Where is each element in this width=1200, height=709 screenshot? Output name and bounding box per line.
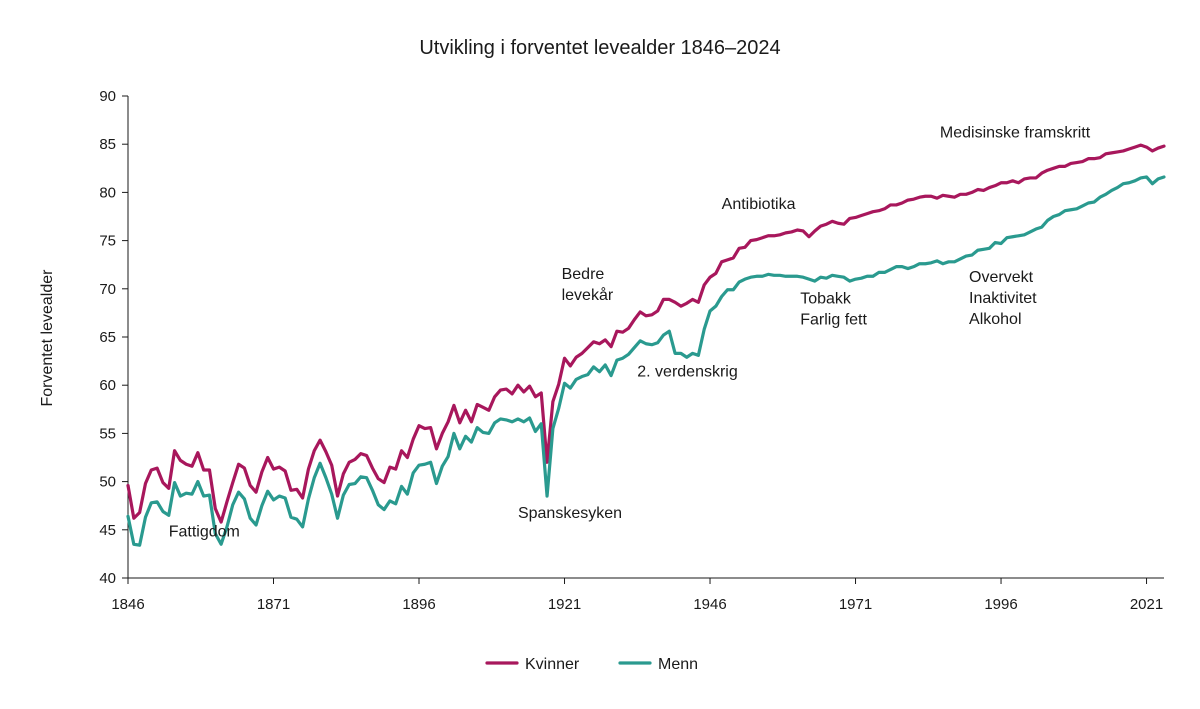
- annotation-label: Antibiotika: [722, 196, 796, 213]
- x-tick-label: 1846: [111, 596, 144, 613]
- series-line-kvinner: [126, 143, 1166, 524]
- y-tick-label: 80: [99, 184, 116, 201]
- x-tick-label: 1896: [402, 596, 435, 613]
- series-layer: [126, 143, 1166, 547]
- y-tick-label: 40: [99, 570, 116, 587]
- legend-label-menn: Menn: [658, 656, 698, 673]
- annotation-label: Fattigdom: [169, 524, 240, 541]
- y-tick-label: 65: [99, 329, 116, 346]
- annotation-label: Spanskesyken: [518, 505, 622, 522]
- annotation-label: Bedre: [562, 266, 605, 283]
- annotation-layer: Fattigdom Spanskesyken Bedre levekår 2. verd…: [169, 124, 1091, 540]
- x-tick-label: 1871: [257, 596, 290, 613]
- y-tick-label: 75: [99, 233, 116, 250]
- annotation-label: Alkohol: [969, 311, 1021, 328]
- annotation-label: Tobakk: [800, 290, 852, 307]
- y-tick-label: 55: [99, 425, 116, 442]
- y-tick-label: 45: [99, 522, 116, 539]
- chart-title: Utvikling i forventet levealder 1846–202…: [419, 37, 780, 59]
- annotation-label: Farlig fett: [800, 311, 867, 328]
- y-tick-label: 60: [99, 377, 116, 394]
- x-tick-label: 1971: [839, 596, 872, 613]
- annotation-label: Inaktivitet: [969, 290, 1037, 307]
- legend-label-kvinner: Kvinner: [525, 656, 580, 673]
- y-tick-label: 50: [99, 474, 116, 491]
- series-line-menn: [126, 175, 1166, 547]
- x-tick-label: 1996: [984, 596, 1017, 613]
- annotation-label: Medisinske framskritt: [940, 124, 1091, 141]
- x-tick-label: 2021: [1130, 596, 1163, 613]
- axes: 40 45 50 55 60 65 70 75 80 85 90 1846 1871 1896 1921 19…: [99, 88, 1164, 613]
- x-tick-label: 1946: [693, 596, 726, 613]
- annotation-label: levekår: [562, 286, 614, 304]
- y-tick-label: 85: [99, 136, 116, 153]
- x-tick-label: 1921: [548, 596, 581, 613]
- annotation-label: 2. verdenskrig: [637, 364, 738, 381]
- y-tick-label: 90: [99, 88, 116, 105]
- y-axis-label: Forventet levealder: [39, 269, 56, 407]
- legend: Kvinner Menn: [485, 656, 698, 673]
- y-tick-label: 70: [99, 281, 116, 298]
- annotation-label: Overvekt: [969, 269, 1034, 286]
